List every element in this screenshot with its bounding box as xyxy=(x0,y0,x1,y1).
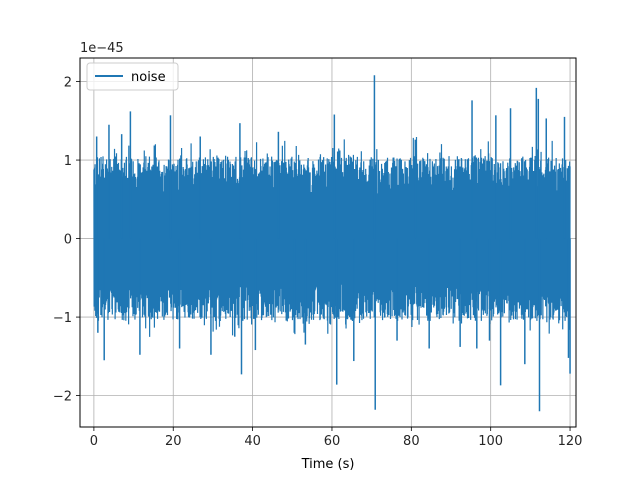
x-tick-label: 40 xyxy=(244,434,261,449)
x-tick-label: 20 xyxy=(165,434,182,449)
x-tick-label: 120 xyxy=(558,434,583,449)
axes-frame xyxy=(79,57,577,428)
series-noise xyxy=(93,75,571,412)
noise-trace xyxy=(93,136,571,337)
y-tick-label: −2 xyxy=(53,390,72,405)
legend-box xyxy=(86,62,179,91)
y-offset-label: 1e−45 xyxy=(80,41,124,56)
y-tick-label: −1 xyxy=(53,311,72,326)
x-tick-label: 80 xyxy=(403,434,420,449)
y-tick-label: 0 xyxy=(64,233,72,248)
y-tick-label: 2 xyxy=(64,76,72,91)
legend: noise xyxy=(86,62,179,91)
x-axis-label: Time (s) xyxy=(301,457,355,472)
x-tick-label: 60 xyxy=(324,434,341,449)
ticks: 0 20 40 60 80 100 120 −2 −1 0 1 2 xyxy=(53,76,583,449)
y-tick-label: 1 xyxy=(64,154,72,169)
x-tick-label: 100 xyxy=(478,434,503,449)
x-tick-label: 0 xyxy=(90,434,98,449)
legend-label-noise: noise xyxy=(131,70,166,85)
